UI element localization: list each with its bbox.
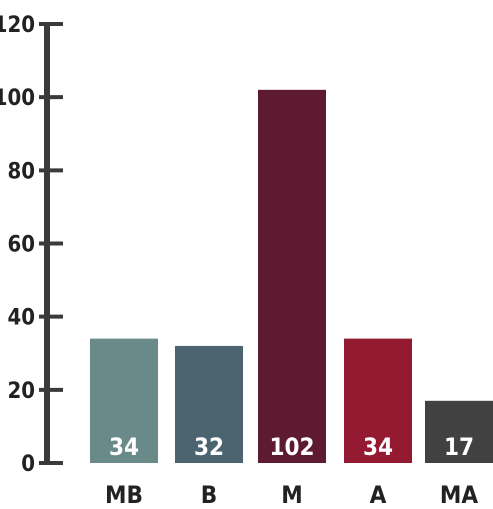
category-label: MA [440,481,478,509]
category-label: M [281,481,303,509]
y-tick-label: 20 [7,379,35,404]
bar-ma [425,400,493,463]
y-tick-label: 40 [7,306,35,331]
data-label: 34 [363,433,393,461]
y-tick-label: 0 [21,452,35,477]
data-label: 102 [269,433,314,461]
bar-a [344,338,412,463]
y-tick-label: 60 [7,233,35,258]
bar-b [175,345,243,463]
category-label: B [201,481,217,509]
data-label: 34 [109,433,139,461]
bars: 34 32 102 34 17 [90,89,493,463]
y-axis: 0 20 40 60 80 100 120 [0,13,63,477]
category-label: MB [105,481,143,509]
category-label: A [370,481,387,509]
data-label: 17 [444,433,474,461]
data-label: 32 [194,433,224,461]
category-labels: MB B M A MA [105,481,478,509]
bar-m [258,89,326,463]
y-tick-label: 100 [0,86,35,111]
bar-mb [90,338,158,463]
y-tick-label: 80 [7,159,35,184]
y-tick-label: 120 [0,13,35,38]
